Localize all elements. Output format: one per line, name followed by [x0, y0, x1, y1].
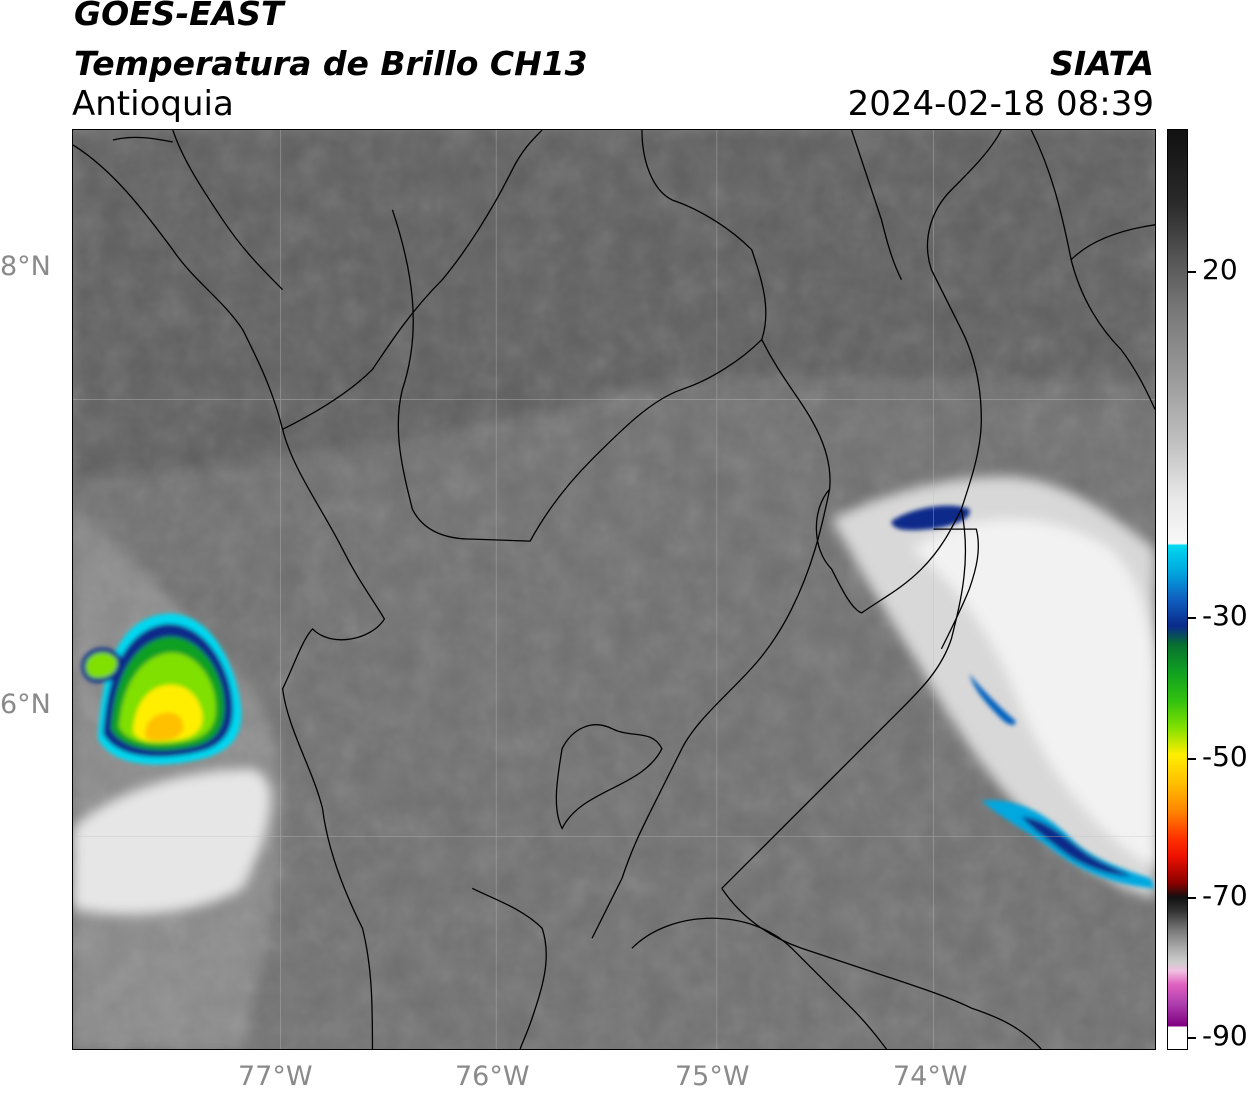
colorbar-label-neg70: -70 [1202, 879, 1248, 912]
agency-label: SIATA [1050, 44, 1154, 83]
lon-label-76w: 76°W [455, 1061, 530, 1092]
region-label: Antioquia [72, 84, 234, 124]
colorbar-label-neg90: -90 [1202, 1019, 1248, 1052]
satellite-map [72, 129, 1156, 1050]
graticule [73, 130, 1155, 1049]
lat-label-8n: 8°N [0, 251, 51, 282]
product-title: Temperatura de Brillo CH13 [74, 44, 588, 83]
convective-cell-west [81, 613, 242, 765]
lon-label-75w: 75°W [675, 1061, 750, 1092]
colorbar-label-20: 20 [1202, 253, 1238, 286]
lon-label-77w: 77°W [238, 1061, 313, 1092]
boundaries [73, 130, 1155, 1049]
convective-cells-east [891, 505, 1155, 889]
lat-label-6n: 6°N [0, 689, 51, 720]
colorbar [1167, 129, 1188, 1050]
lon-label-74w: 74°W [893, 1061, 968, 1092]
satellite-title: GOES-EAST [74, 0, 284, 33]
datetime-label: 2024-02-18 08:39 [847, 84, 1154, 124]
colorbar-label-neg30: -30 [1202, 599, 1248, 632]
colorbar-label-neg50: -50 [1202, 740, 1248, 773]
